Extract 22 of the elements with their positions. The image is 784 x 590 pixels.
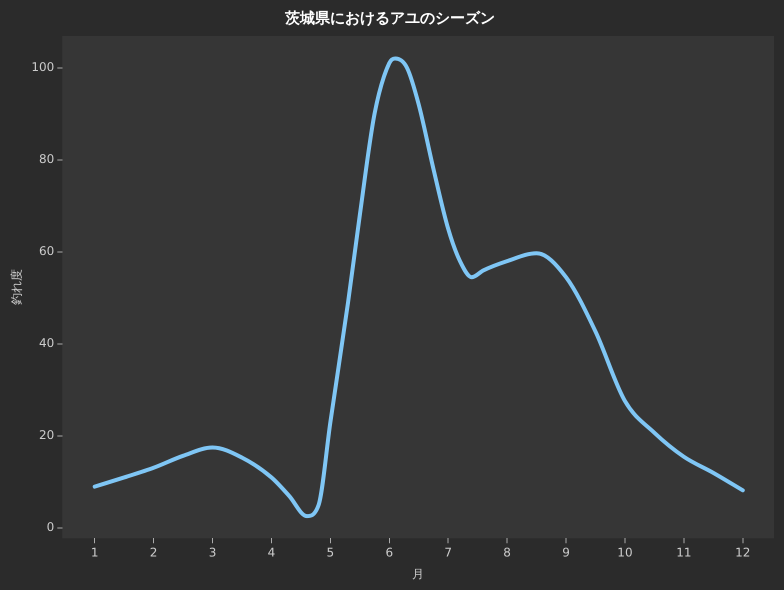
x-tick-label: 9 bbox=[562, 546, 570, 560]
y-tick-label: 40 bbox=[39, 336, 54, 350]
x-axis-title: 月 bbox=[412, 566, 424, 581]
y-tick-label: 100 bbox=[31, 60, 54, 74]
x-tick-label: 7 bbox=[444, 546, 452, 560]
x-tick-label: 4 bbox=[268, 546, 276, 560]
y-axis-title: 釣れ度 bbox=[9, 269, 24, 306]
x-tick-label: 1 bbox=[90, 546, 99, 560]
x-tick-label: 11 bbox=[676, 546, 692, 560]
chart-title: 茨城県におけるアユのシーズン bbox=[284, 8, 495, 27]
x-tick-label: 5 bbox=[326, 546, 334, 560]
y-tick-label: 20 bbox=[39, 428, 54, 442]
x-tick-label: 6 bbox=[385, 546, 394, 560]
x-tick-label: 10 bbox=[617, 546, 633, 560]
x-tick-label: 12 bbox=[735, 546, 750, 560]
y-tick-label: 0 bbox=[46, 520, 54, 534]
y-tick-label: 80 bbox=[39, 152, 54, 166]
y-tick-label: 60 bbox=[39, 244, 54, 258]
line-series bbox=[92, 56, 745, 518]
x-tick-label: 2 bbox=[150, 546, 158, 560]
x-tick-label: 3 bbox=[208, 546, 216, 560]
x-tick-label: 8 bbox=[503, 546, 511, 560]
